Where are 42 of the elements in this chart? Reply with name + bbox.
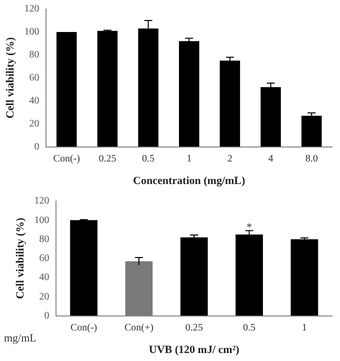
y-tick-label: 100 [24,26,40,38]
bar [301,116,322,147]
x-tick-label: Con(+) [124,322,154,334]
y-tick-label: 40 [39,272,50,284]
y-tick-label: 20 [39,291,50,302]
bar [56,32,77,147]
y-tick-label: 120 [34,196,50,207]
x-tick-label: Con(-) [53,153,80,164]
y-tick-label: 0 [44,310,50,322]
y-tick-label: 60 [39,253,50,264]
x-tick-label: 0.25 [185,322,203,334]
x-tick-label: 4 [268,153,274,164]
bar [70,220,98,316]
y-tick-label: 80 [29,50,40,61]
y-tick-label: 20 [29,118,40,130]
bar [97,30,118,147]
bar [236,234,263,316]
y-axis-title: Cell viability (%) [14,217,26,300]
text: mg/mL [4,332,37,344]
x-tick-label: 0.5 [142,153,155,164]
y-tick-label: 40 [29,95,40,106]
x-tick-label: 2 [227,153,232,164]
x-tick-label: 1 [186,153,192,164]
y-tick-label: 60 [29,72,40,84]
y-tick-label: 0 [34,141,40,152]
y-tick-label: 120 [24,4,40,15]
x-tick-label: 1 [302,322,307,334]
x-tick-label: Con(-) [70,322,98,334]
bar [290,239,318,316]
bar [125,261,153,316]
bar [180,237,208,316]
annotation: * [246,222,252,234]
x-tick-label: 8.0 [305,153,318,164]
y-tick-label: 100 [34,214,50,226]
x-tick-label: 0.25 [98,153,116,164]
x-axis-title: Concentration (mg/mL) [133,175,246,188]
y-tick-label: 80 [39,234,50,245]
x-axis-title: UVB (120 mJ/ cm²) [148,344,240,356]
x-tick-label: 0.5 [243,322,256,334]
bar [178,41,200,147]
bar [220,60,240,147]
y-axis-title: Cell viability (%) [4,36,16,119]
